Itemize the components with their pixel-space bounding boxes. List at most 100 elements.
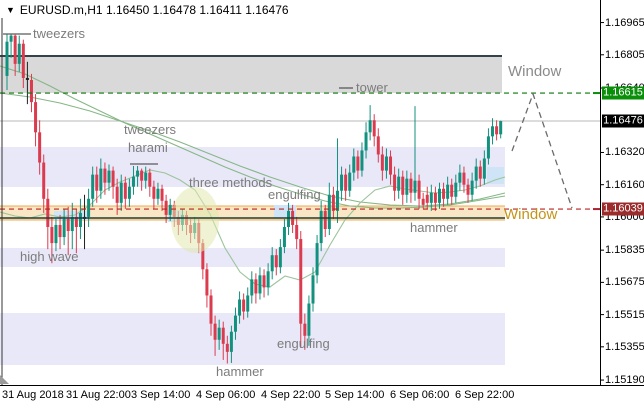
price-tick-label: 1.16805	[605, 48, 644, 61]
candle	[34, 94, 38, 147]
candle	[319, 200, 323, 252]
price-tick-label: 1.16965	[605, 16, 644, 29]
candle	[401, 170, 405, 205]
candle	[295, 216, 299, 250]
time-tick-label: 31 Aug 2018	[2, 389, 64, 401]
candle	[46, 188, 50, 250]
candle-body	[389, 156, 393, 175]
candle-body	[413, 180, 417, 193]
price-tick-label: 1.15675	[605, 276, 644, 289]
candle-body	[99, 168, 103, 191]
candle	[282, 218, 286, 254]
candle	[148, 168, 152, 197]
candle-body	[393, 174, 397, 191]
candle	[482, 150, 486, 185]
price-tick-label: 1.16320	[605, 146, 644, 159]
candle-body	[111, 170, 115, 187]
candle	[258, 267, 262, 300]
window-resistance-zone	[0, 56, 502, 93]
candle	[123, 176, 127, 209]
candle-body	[62, 218, 66, 238]
candle-body	[340, 174, 344, 191]
candle-body	[46, 198, 50, 227]
chart-shift-triangle-icon	[0, 375, 9, 384]
candle-body	[131, 176, 135, 187]
pattern-label-tower: tower	[356, 80, 388, 95]
candle-body	[127, 186, 131, 199]
pattern-label-window: Window	[504, 206, 558, 223]
candle-body	[454, 182, 458, 197]
candle	[450, 178, 454, 205]
candle	[38, 120, 42, 175]
candle-body	[295, 224, 299, 240]
candle	[299, 231, 303, 348]
candle	[356, 150, 360, 179]
candle	[376, 128, 380, 163]
pattern-label-window: Window	[508, 63, 562, 80]
candle	[217, 319, 221, 350]
candle	[160, 184, 164, 211]
candle	[486, 128, 490, 165]
candle-body	[213, 323, 217, 340]
candle	[99, 158, 103, 199]
candle-body	[482, 158, 486, 179]
candle-body	[225, 343, 229, 352]
pattern-label-hammer: hammer	[410, 220, 458, 235]
dropdown-triangle-icon[interactable]: ▼	[6, 5, 15, 15]
candle	[458, 164, 462, 191]
pattern-highlight-ellipse	[171, 187, 219, 253]
candle-body	[91, 174, 95, 199]
candle	[278, 239, 282, 274]
candle	[70, 202, 74, 250]
candle-body	[372, 120, 376, 137]
candle	[442, 182, 446, 207]
candle	[274, 249, 278, 276]
candle	[417, 174, 421, 209]
candle	[25, 61, 29, 105]
candle	[331, 186, 335, 219]
candle-body	[450, 184, 454, 197]
candle-body	[421, 198, 425, 205]
candle-body	[209, 295, 213, 324]
candle	[413, 106, 417, 201]
candle	[131, 165, 135, 195]
pattern-label-three-methods: three methods	[189, 175, 273, 190]
candle	[9, 33, 13, 58]
candle	[58, 214, 62, 250]
candle	[103, 162, 107, 195]
candle-body	[486, 136, 490, 159]
candle-body	[217, 327, 221, 340]
pattern-label-hammer: hammer	[216, 364, 264, 379]
candle-body	[282, 226, 286, 248]
candle-body	[148, 172, 152, 187]
candle	[405, 170, 409, 203]
time-tick-label: 6 Sep 06:00	[390, 389, 450, 401]
pattern-label-high-wave: high wave	[20, 249, 79, 264]
candle-body	[335, 190, 339, 211]
candle	[95, 166, 99, 203]
symbol-period-label: EURUSD.m,H1	[19, 3, 103, 17]
candle	[266, 263, 270, 296]
candle-body	[21, 43, 25, 78]
projection-path	[511, 92, 573, 209]
candle	[340, 166, 344, 201]
candle-body	[205, 269, 209, 296]
candle	[287, 202, 291, 236]
candle-body	[405, 178, 409, 195]
candle	[364, 122, 368, 159]
candle	[323, 204, 327, 238]
candle	[209, 289, 213, 336]
candle	[140, 168, 144, 191]
candle-body	[446, 184, 450, 199]
candle	[307, 295, 311, 346]
candle-body	[356, 156, 360, 171]
candle	[454, 174, 458, 203]
chart-title: ▼ EURUSD.m,H1 1.16450 1.16478 1.16411 1.1…	[6, 3, 289, 17]
candle	[429, 184, 433, 211]
support-zone-band	[0, 248, 505, 267]
candle-body	[119, 182, 123, 203]
price-tag: 1.16615	[602, 86, 644, 100]
candle	[205, 263, 209, 308]
candle-body	[270, 255, 274, 272]
